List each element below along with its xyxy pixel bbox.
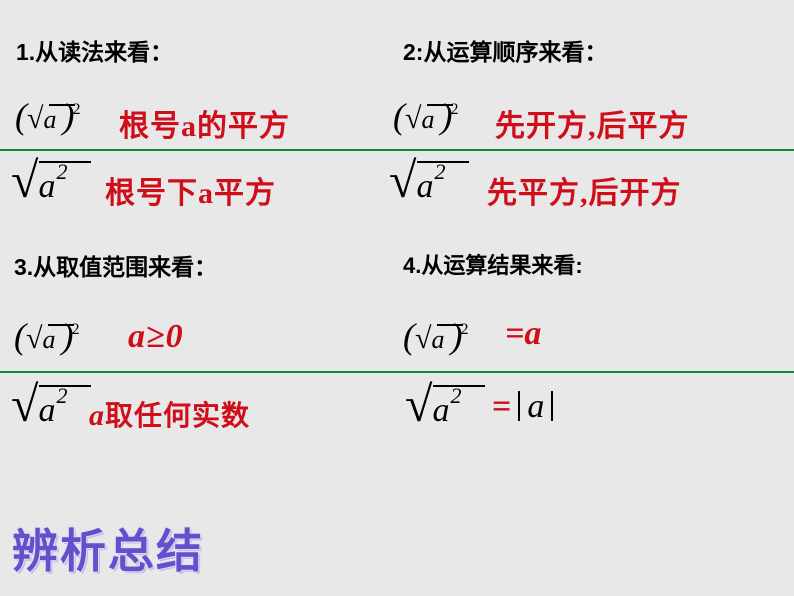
- eq-2: = a: [492, 388, 556, 426]
- formula-sqrt-asq-1: √a2: [11, 151, 67, 209]
- divider-2: [0, 371, 794, 373]
- formula-sqrt-asq-4: √a2: [405, 375, 461, 433]
- footer-title: 辨析总结: [12, 515, 204, 581]
- heading-2: 2:从运算顺序来看：: [403, 33, 607, 67]
- formula-sqrt-asq-2: √a2: [389, 151, 445, 209]
- text-r2: 先开方,后平方: [495, 101, 690, 145]
- heading-1: 1.从读法来看：: [16, 33, 173, 67]
- text-r5: a≥0: [128, 318, 184, 356]
- formula-sqrt-a-sq-4: (√a)2: [403, 315, 468, 357]
- text-r1: 根号a的平方: [119, 101, 290, 145]
- text-r4: 先平方,后开方: [487, 168, 682, 212]
- text-r6: a取任何实数: [89, 394, 250, 434]
- eq-1: =a: [505, 315, 541, 353]
- formula-sqrt-a-sq-1: (√a)2: [15, 95, 80, 137]
- formula-sqrt-a-sq-2: (√a)2: [393, 95, 458, 137]
- heading-4: 4.从运算结果来看:: [403, 248, 583, 280]
- heading-3: 3.从取值范围来看：: [14, 248, 217, 282]
- text-r3: 根号下a平方: [105, 168, 276, 212]
- formula-sqrt-a-sq-3: (√a)2: [14, 315, 79, 357]
- formula-sqrt-asq-3: √a2: [11, 375, 67, 433]
